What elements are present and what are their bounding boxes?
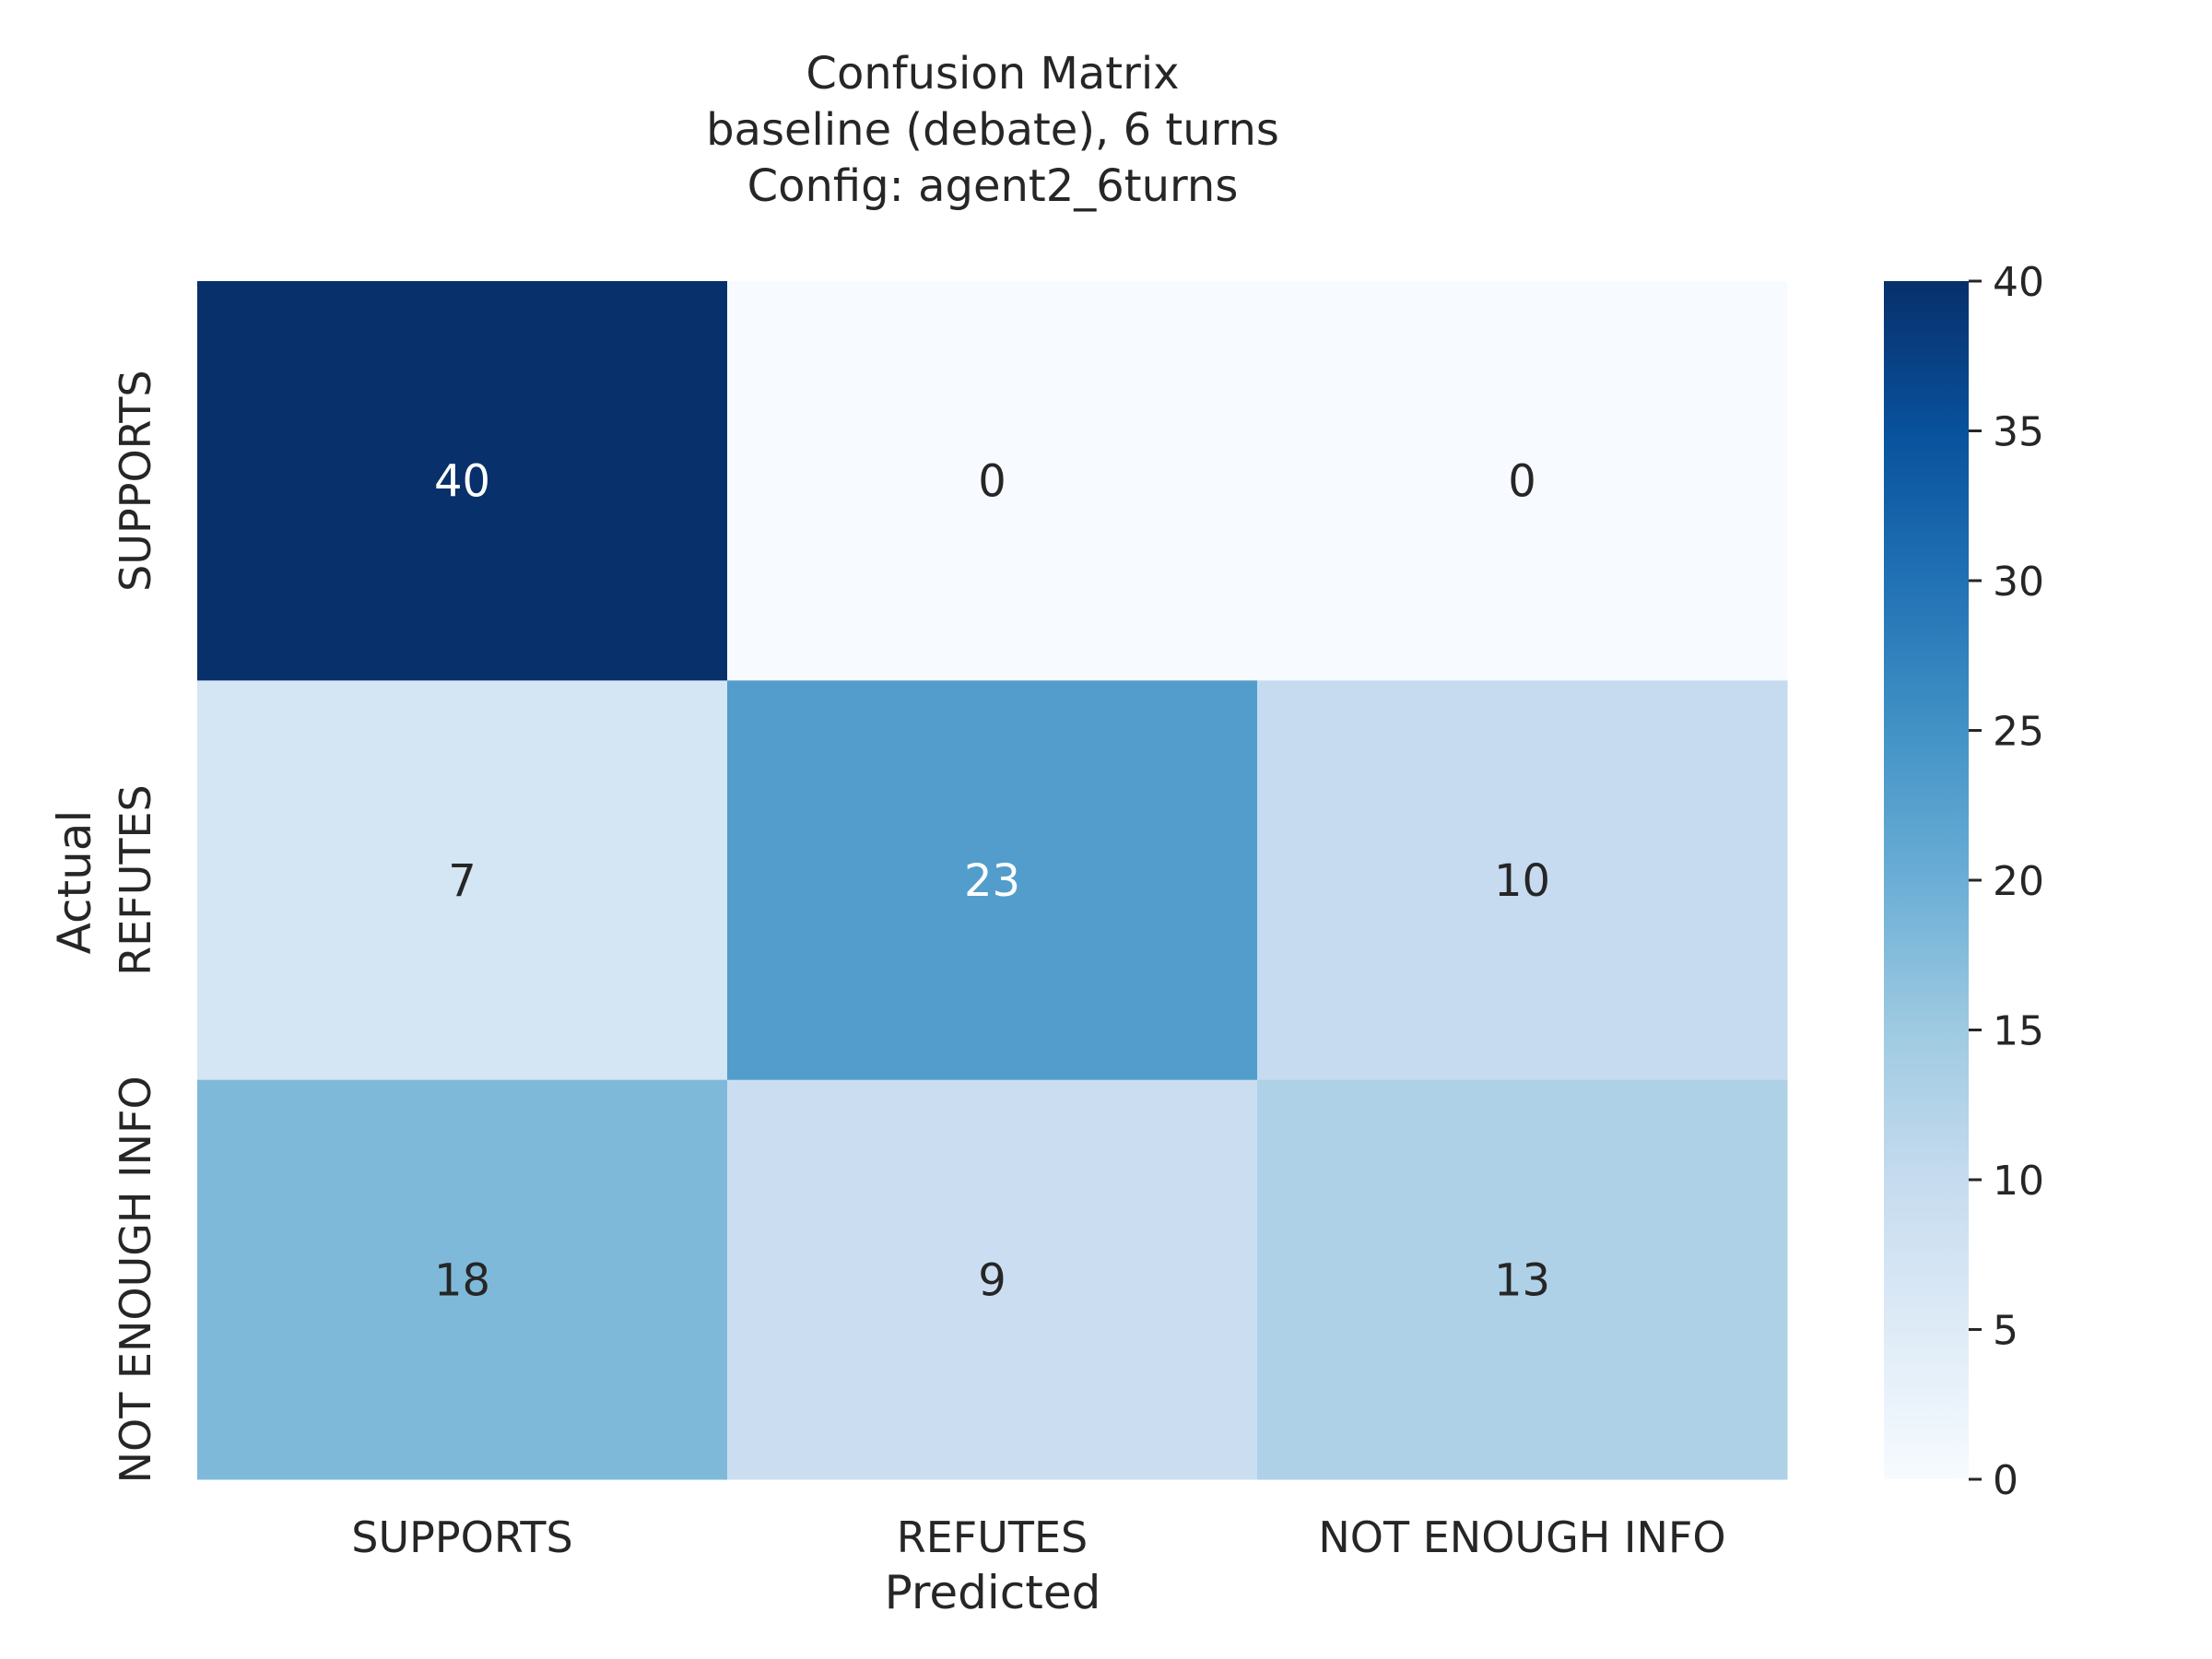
x-tick-label: SUPPORTS — [351, 1512, 572, 1562]
heatmap-annotations: 40 0 0 7 23 10 18 9 13 — [434, 456, 1550, 1307]
colorbar-tick-label: 40 — [1993, 259, 2044, 306]
chart-title: Confusion Matrix baseline (debate), 6 tu… — [706, 48, 1279, 212]
y-tick-labels: SUPPORTS REFUTES NOT ENOUGH INFO — [111, 370, 160, 1483]
title-line-3: Config: agent2_6turns — [747, 160, 1239, 212]
cell-value-label: 13 — [1494, 1254, 1550, 1306]
x-tick-label: REFUTES — [897, 1512, 1088, 1562]
heatmap-cell — [1257, 680, 1788, 1081]
heatmap-cell — [727, 1079, 1258, 1480]
heatmap-cell — [727, 680, 1258, 1081]
heatmap-cell — [197, 281, 728, 681]
cell-value-label: 9 — [978, 1254, 1006, 1306]
heatmap-cell — [727, 281, 1258, 681]
colorbar-tick-label: 15 — [1993, 1008, 2044, 1055]
x-tick-labels: SUPPORTS REFUTES NOT ENOUGH INFO — [351, 1512, 1725, 1562]
cell-value-label: 7 — [448, 855, 477, 907]
colorbar-tick-label: 0 — [1993, 1457, 2018, 1504]
colorbar — [1884, 281, 1969, 1479]
cell-value-label: 23 — [964, 855, 1020, 907]
cell-value-label: 18 — [434, 1254, 490, 1306]
colorbar-tick-label: 10 — [1993, 1158, 2044, 1205]
x-tick-label: NOT ENOUGH INFO — [1318, 1512, 1725, 1562]
heatmap-cell — [197, 1079, 728, 1480]
cell-value-label: 0 — [978, 456, 1006, 508]
colorbar-tick-label: 20 — [1993, 858, 2044, 905]
y-axis-label: Actual — [48, 810, 101, 955]
cell-value-label: 40 — [434, 456, 490, 508]
y-tick-label: NOT ENOUGH INFO — [111, 1076, 160, 1483]
heatmap-cell — [1257, 281, 1788, 681]
y-tick-label: SUPPORTS — [111, 370, 160, 591]
title-line-1: Confusion Matrix — [806, 48, 1179, 100]
colorbar-tick-label: 35 — [1993, 409, 2044, 456]
cell-value-label: 10 — [1494, 855, 1550, 907]
cell-value-label: 0 — [1508, 456, 1536, 508]
colorbar-tick-label: 30 — [1993, 559, 2044, 606]
colorbar-tick-label: 25 — [1993, 709, 2044, 756]
heatmap-cell — [197, 680, 728, 1081]
colorbar-ticks: 0 5 10 15 20 25 30 35 40 — [1969, 259, 2044, 1504]
heatmap-cells — [197, 281, 1788, 1480]
heatmap-cell — [1257, 1079, 1788, 1480]
colorbar-tick-label: 5 — [1993, 1308, 2018, 1355]
y-tick-label: REFUTES — [111, 784, 160, 976]
title-line-2: baseline (debate), 6 turns — [706, 104, 1279, 156]
x-axis-label: Predicted — [885, 1566, 1101, 1619]
